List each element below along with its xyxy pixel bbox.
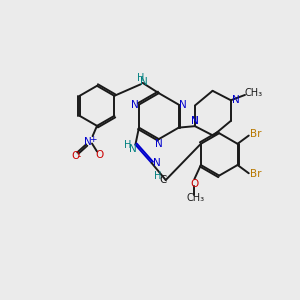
Text: N: N	[191, 116, 199, 126]
Text: H: H	[137, 73, 145, 82]
Text: C: C	[160, 175, 167, 185]
Text: Br: Br	[250, 169, 262, 179]
Text: N: N	[131, 100, 139, 110]
Text: +: +	[89, 135, 96, 144]
Text: O: O	[95, 150, 103, 160]
Text: H: H	[124, 140, 132, 150]
Text: CH₃: CH₃	[244, 88, 262, 98]
Text: N: N	[153, 158, 160, 168]
Text: H: H	[154, 171, 161, 181]
Text: CH₃: CH₃	[187, 193, 205, 203]
Text: N: N	[191, 116, 199, 126]
Text: O: O	[190, 179, 199, 189]
Text: -: -	[78, 152, 81, 161]
Text: O: O	[71, 151, 79, 161]
Text: N: N	[140, 77, 148, 87]
Text: N: N	[84, 137, 92, 147]
Text: Br: Br	[250, 129, 262, 140]
Text: N: N	[232, 95, 240, 105]
Text: N: N	[179, 100, 187, 110]
Text: N: N	[129, 144, 136, 154]
Text: N: N	[155, 139, 163, 149]
